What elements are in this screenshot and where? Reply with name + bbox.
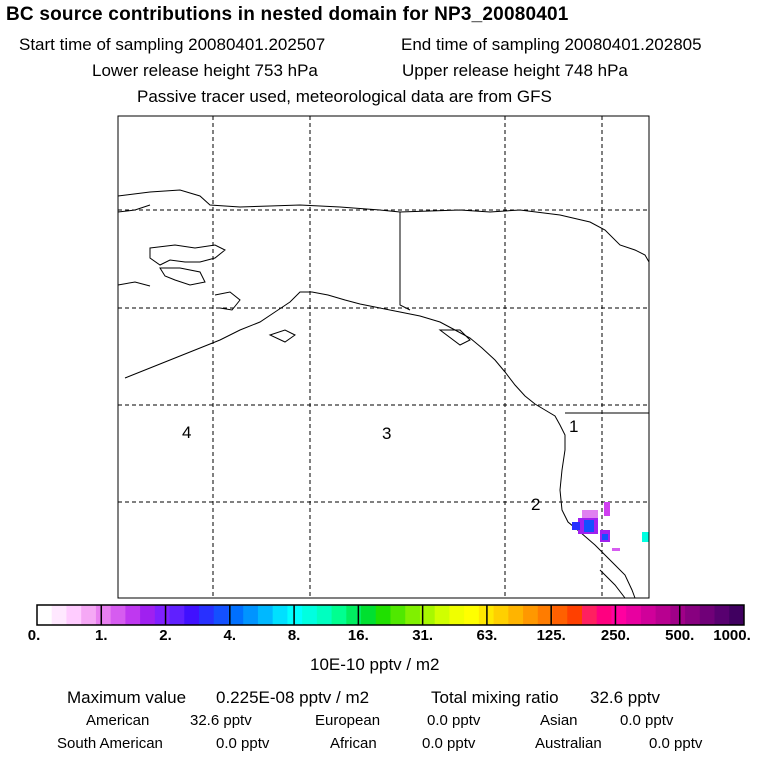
asian-value: 0.0 pptv (620, 712, 674, 729)
colorbar-swatch (523, 605, 539, 625)
colorbar-swatch (184, 605, 200, 625)
australian-label: Australian (535, 735, 602, 752)
region-label-1: 1 (569, 417, 578, 436)
region-label-2: 2 (531, 495, 540, 514)
colorbar-swatch (552, 605, 568, 625)
colorbar-swatch (508, 605, 524, 625)
colorbar-swatch (493, 605, 509, 625)
colorbar-swatch (169, 605, 185, 625)
colorbar-swatch (37, 605, 53, 625)
colorbar-swatch (581, 605, 598, 625)
colorbar-tick-label: 0. (27, 627, 41, 644)
colorbar-swatch (257, 605, 274, 625)
total-mixing-value: 32.6 pptv (590, 688, 660, 707)
tracer-plume (572, 502, 649, 551)
colorbar-swatch (670, 605, 686, 625)
colorbar-swatch (51, 605, 67, 625)
colorbar-swatch (390, 605, 406, 625)
colorbar-swatch (110, 605, 126, 625)
colorbar-tick-label: 2. (159, 627, 172, 644)
colorbar-swatch (375, 605, 391, 625)
colorbar-swatch (140, 605, 156, 625)
colorbar-swatch (567, 605, 583, 625)
colorbar-swatch (346, 605, 362, 625)
european-value: 0.0 pptv (427, 712, 481, 729)
colorbar-swatch (272, 605, 288, 625)
colorbar-swatch (685, 605, 701, 625)
colorbar-tick-label: 1000. (713, 627, 751, 644)
region-label-3: 3 (382, 424, 391, 443)
colorbar-swatch (95, 605, 112, 625)
colorbar-swatch (66, 605, 82, 625)
colorbar-swatch (729, 605, 745, 625)
coastline (117, 189, 650, 599)
map-frame (117, 115, 650, 599)
colorbar-swatch (331, 605, 347, 625)
european-label: European (315, 712, 381, 729)
region-label-4: 4 (182, 423, 191, 442)
tracer-note: Passive tracer used, meteorological data… (137, 87, 552, 106)
colorbar-swatch (699, 605, 716, 625)
colorbar-swatch (125, 605, 141, 625)
map-gridlines (118, 116, 649, 598)
colorbar-swatch (316, 605, 333, 625)
colorbar-tick-label: 16. (347, 627, 369, 644)
colorbar-swatch (287, 605, 303, 625)
colorbar-swatch (655, 605, 671, 625)
colorbar-swatch (228, 605, 244, 625)
release-upper: Upper release height 748 hPa (402, 61, 628, 80)
african-value: 0.0 pptv (422, 735, 476, 752)
colorbar-swatch (199, 605, 215, 625)
colorbar-ticks (100, 605, 681, 625)
colorbar-swatch (714, 605, 730, 625)
south-american-value: 0.0 pptv (216, 735, 270, 752)
colorbar-swatch (464, 605, 480, 625)
colorbar-tick-label: 500. (665, 627, 695, 644)
south-american-label: South American (57, 735, 163, 752)
colorbar-swatch (213, 605, 229, 625)
asian-label: Asian (540, 712, 578, 729)
colorbar-tick-label: 63. (476, 627, 498, 644)
colorbar-tick-label: 250. (600, 627, 631, 644)
colorbar-tick-label: 1. (95, 627, 108, 644)
colorbar-tick-label: 31. (412, 627, 434, 644)
colorbar (37, 605, 745, 625)
colorbar-units: 10E-10 pptv / m2 (310, 655, 440, 674)
australian-value: 0.0 pptv (649, 735, 703, 752)
colorbar-swatch (611, 605, 627, 625)
sampling-end: End time of sampling 20080401.202805 (401, 35, 702, 54)
colorbar-swatch (419, 605, 436, 625)
colorbar-swatch (302, 605, 318, 625)
chart-title: BC source contributions in nested domain… (6, 4, 569, 25)
colorbar-swatch (537, 605, 554, 625)
colorbar-swatch (243, 605, 259, 625)
colorbar-frame (36, 604, 745, 626)
colorbar-swatch (154, 605, 171, 625)
colorbar-tick-label: 8. (287, 627, 301, 644)
colorbar-swatch (596, 605, 612, 625)
colorbar-swatch (626, 605, 642, 625)
african-label: African (330, 735, 377, 752)
sampling-start: Start time of sampling 20080401.202507 (19, 35, 326, 54)
release-lower: Lower release height 753 hPa (92, 61, 318, 80)
colorbar-tick-label: 4. (223, 627, 237, 644)
colorbar-swatch (640, 605, 657, 625)
colorbar-swatch (81, 605, 97, 625)
american-value: 32.6 pptv (190, 712, 252, 729)
colorbar-tick-label: 125. (536, 627, 566, 644)
colorbar-swatch (434, 605, 450, 625)
colorbar-swatch (405, 605, 421, 625)
colorbar-swatch (449, 605, 465, 625)
american-label: American (86, 712, 150, 729)
max-value: 0.225E-08 pptv / m2 (216, 688, 370, 707)
colorbar-swatch (361, 605, 377, 625)
total-mixing-label: Total mixing ratio (431, 688, 559, 707)
max-value-label: Maximum value (67, 688, 187, 707)
